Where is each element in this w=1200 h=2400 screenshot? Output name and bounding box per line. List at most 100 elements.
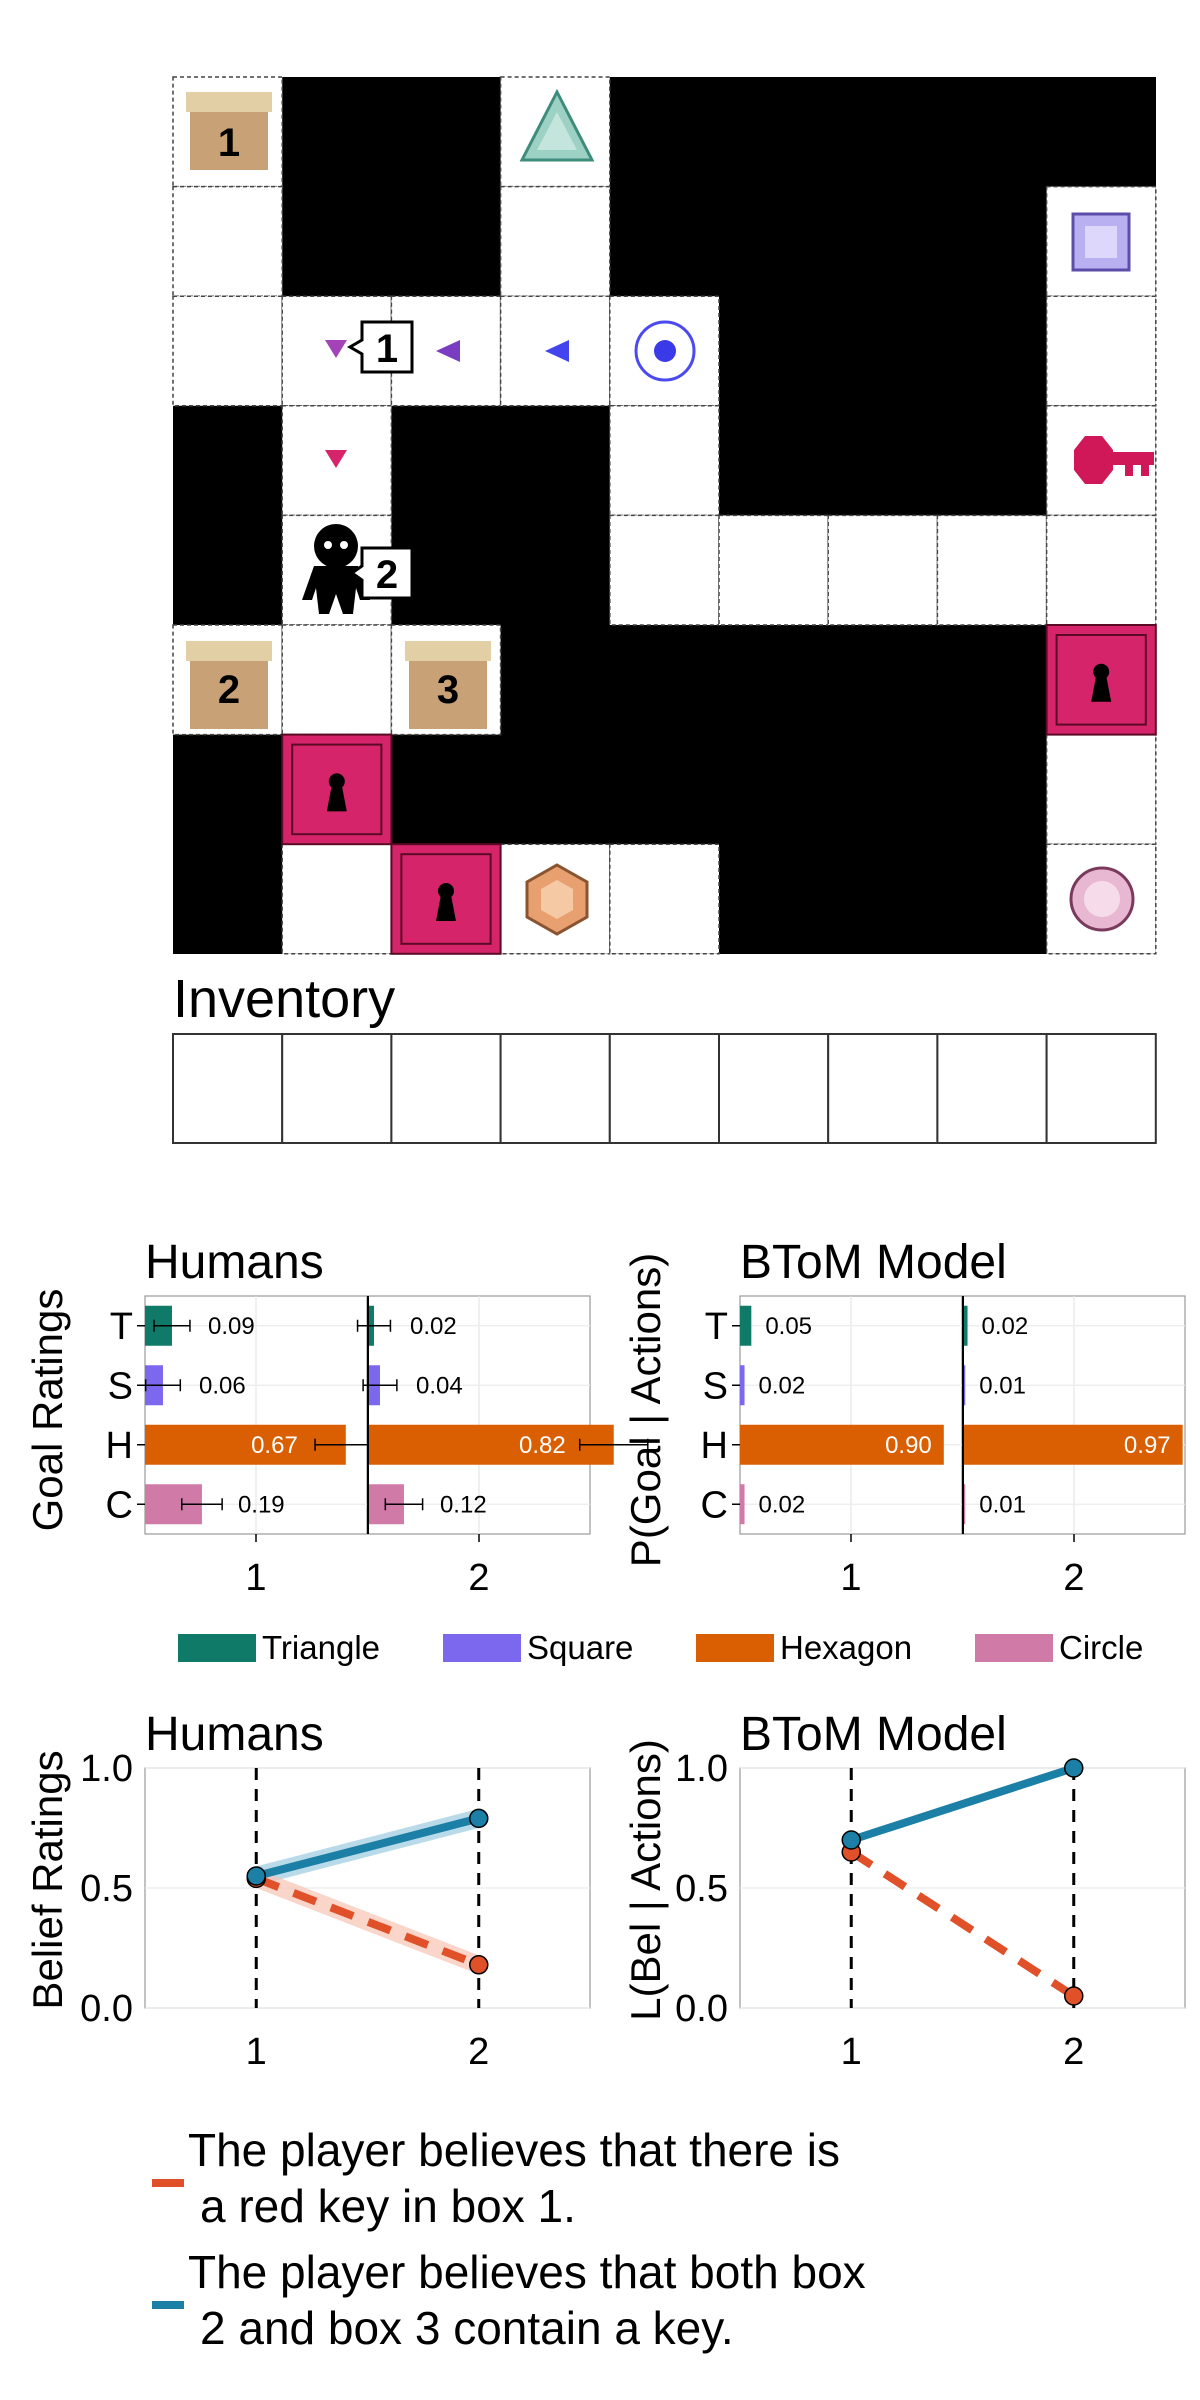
x-tick-label: 2 [468, 2031, 489, 2073]
belief-line-charts: 0.0 0.5 1.0 1 2 0.0 0.5 1.0 1 2 [80, 1748, 1186, 2073]
door-frame [1055, 634, 1147, 726]
box-2: 2 [186, 641, 272, 729]
humans-goal-ylabel: Goal Ratings [24, 1289, 71, 1532]
legend-swatch [178, 1634, 256, 1662]
category-label: C [106, 1484, 133, 1526]
inventory-slot [936, 1033, 1048, 1144]
door-frame [291, 743, 383, 836]
inventory-slot [281, 1033, 393, 1144]
belief-point [1064, 1758, 1084, 1778]
keyhole-icon [326, 785, 347, 812]
thought-label-1: 1 [376, 327, 398, 371]
category-label: H [701, 1425, 728, 1467]
grid-cell [1045, 733, 1157, 845]
red-key-icon [1074, 436, 1154, 484]
inventory-slot [499, 1033, 611, 1144]
inventory-slot [608, 1033, 720, 1144]
goal-bar [963, 1305, 968, 1346]
circle-gem-icon [1069, 866, 1135, 932]
grid-cell [609, 405, 720, 517]
y-tick-label: 0.5 [80, 1868, 133, 1910]
red-belief-line [849, 1848, 1076, 2000]
goal-bar [368, 1424, 614, 1465]
goal-bar-charts: 0.090.060.670.1910.020.040.820.122TSHC0.… [106, 1295, 1186, 1599]
category-label: T [110, 1306, 133, 1348]
category-label: H [106, 1425, 133, 1467]
locked-doors [281, 624, 1157, 955]
gridworld: 1 1 2 2 [172, 76, 1157, 1144]
humans-belief-ylabel: Belief Ratings [24, 1750, 71, 2009]
x-tick-label: 2 [1063, 2031, 1084, 2073]
y-tick-label: 1.0 [80, 1748, 133, 1790]
model-goal-ylabel: P(Goal | Actions) [622, 1253, 669, 1567]
grid-cell [936, 514, 1048, 626]
box-1: 1 [186, 92, 272, 170]
x-tick-label: 1 [245, 1557, 266, 1599]
belief-point [246, 1866, 266, 1886]
humans-goal-title: Humans [145, 1236, 324, 1289]
inventory-slots [172, 1033, 1157, 1144]
blue-belief-line1: The player believes that both box [188, 2246, 866, 2298]
goal-bar [963, 1424, 1183, 1465]
x-tick-label: 2 [1063, 1557, 1084, 1599]
category-label: S [108, 1365, 133, 1407]
box-2-label: 2 [218, 668, 240, 712]
belief-caption: The player believes that there is a red … [152, 2124, 866, 2354]
goal-bar [740, 1365, 745, 1406]
goal-bar [740, 1424, 944, 1465]
bar-value-label: 0.90 [885, 1432, 932, 1459]
goal-legend: Triangle Square Hexagon Circle [178, 1629, 1143, 1666]
keyhole-icon [436, 895, 456, 921]
bar-value-label: 0.02 [982, 1313, 1029, 1340]
grid-cell [827, 514, 939, 626]
goal-bar [740, 1305, 752, 1346]
blue-left-marker-icon [545, 340, 569, 362]
belief-point [469, 1808, 489, 1829]
red-belief-line2: a red key in box 1. [200, 2180, 576, 2232]
player-avatar-icon: 2 [302, 524, 414, 614]
blue-belief-swatch [152, 2301, 184, 2309]
category-label: S [703, 1365, 728, 1407]
x-tick-label: 1 [841, 2031, 862, 2073]
inventory-slot [827, 1033, 939, 1144]
start-target-icon [634, 320, 696, 382]
category-label: T [705, 1306, 728, 1348]
x-tick-label: 1 [246, 2031, 267, 2073]
goal-bar [740, 1484, 745, 1525]
y-tick-label: 0.5 [675, 1868, 728, 1910]
legend-label: Hexagon [780, 1629, 912, 1666]
red-belief-swatch [152, 2179, 184, 2187]
model-belief-ylabel: L(Bel | Actions) [622, 1739, 669, 2021]
blue-belief-line [850, 1764, 1075, 1844]
legend-label: Square [527, 1629, 633, 1666]
thought-marker-1: 1 [325, 320, 569, 374]
violet-left-marker-icon [436, 340, 460, 362]
pink-down-marker-icon [325, 450, 347, 468]
bar-value-label: 0.97 [1124, 1432, 1171, 1459]
belief-point [1064, 1986, 1084, 2006]
bar-value-label: 0.09 [208, 1313, 255, 1340]
bar-value-label: 0.05 [765, 1313, 812, 1340]
bar-value-label: 0.12 [440, 1491, 487, 1518]
bar-value-label: 0.02 [759, 1491, 806, 1518]
inventory-title: Inventory [173, 969, 395, 1029]
legend-label: Triangle [262, 1629, 380, 1666]
keyhole-icon [1091, 675, 1112, 702]
bar-value-label: 0.02 [410, 1313, 457, 1340]
box-3-label: 3 [437, 668, 459, 712]
legend-swatch [975, 1634, 1053, 1662]
belief-point [469, 1955, 489, 1975]
bar-value-label: 0.67 [251, 1432, 298, 1459]
door-frame [400, 853, 492, 945]
hexagon-gem-icon [525, 863, 589, 936]
grid-cell [609, 514, 720, 626]
legend-label: Circle [1059, 1629, 1143, 1666]
goal-bar [145, 1424, 346, 1465]
category-label: C [701, 1484, 728, 1526]
model-belief-title: BToM Model [740, 1708, 1007, 1761]
x-tick-label: 1 [840, 1557, 861, 1599]
bar-value-label: 0.19 [238, 1491, 285, 1518]
legend-swatch [696, 1634, 774, 1662]
goal-bar [963, 1365, 966, 1406]
